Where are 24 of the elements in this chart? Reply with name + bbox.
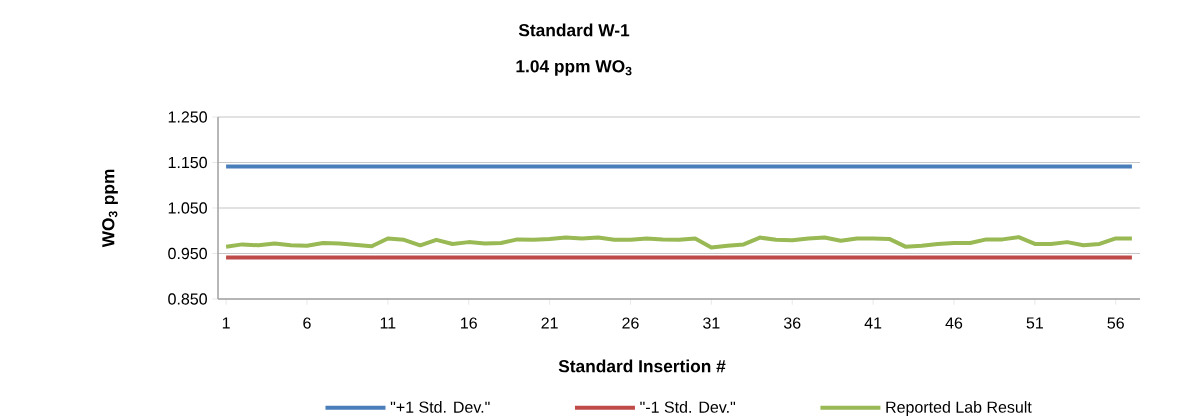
y-tick-label: 0.950 xyxy=(168,247,207,260)
x-tick-label: 6 xyxy=(303,317,311,329)
x-tick-label: 21 xyxy=(541,317,558,329)
x-tick-label: 31 xyxy=(703,317,720,329)
x-tick-label: 41 xyxy=(864,317,882,329)
x-tick-label: 1 xyxy=(222,317,230,329)
y-tick-label: 1.050 xyxy=(168,202,207,214)
x-tick-label: 11 xyxy=(380,317,396,329)
y-tick-label: 1.250 xyxy=(168,111,207,123)
x-tick-label: 46 xyxy=(945,317,963,329)
x-tick-label: 36 xyxy=(783,317,801,329)
x-tick-label: 26 xyxy=(622,317,639,329)
x-tick-label: 51 xyxy=(1026,317,1043,329)
y-axis-title: WO$_{3}$ ppm xyxy=(102,169,118,248)
legend-label: "-1 Std. Dev." xyxy=(640,401,736,413)
legend-label: Reported Lab Result xyxy=(886,401,1032,416)
chart-title: Standard W-1 xyxy=(518,23,630,37)
legend-label: "+1 Std. Dev." xyxy=(390,401,490,413)
x-axis-title: Standard Insertion # xyxy=(558,359,726,373)
chart-subtitle: 1.04 ppm WO$_{3}$ xyxy=(516,60,632,76)
x-tick-label: 16 xyxy=(461,317,477,329)
y-tick-label: 1.150 xyxy=(168,156,207,169)
x-tick-label: 56 xyxy=(1107,317,1124,329)
y-tick-label: 0.850 xyxy=(168,293,207,305)
